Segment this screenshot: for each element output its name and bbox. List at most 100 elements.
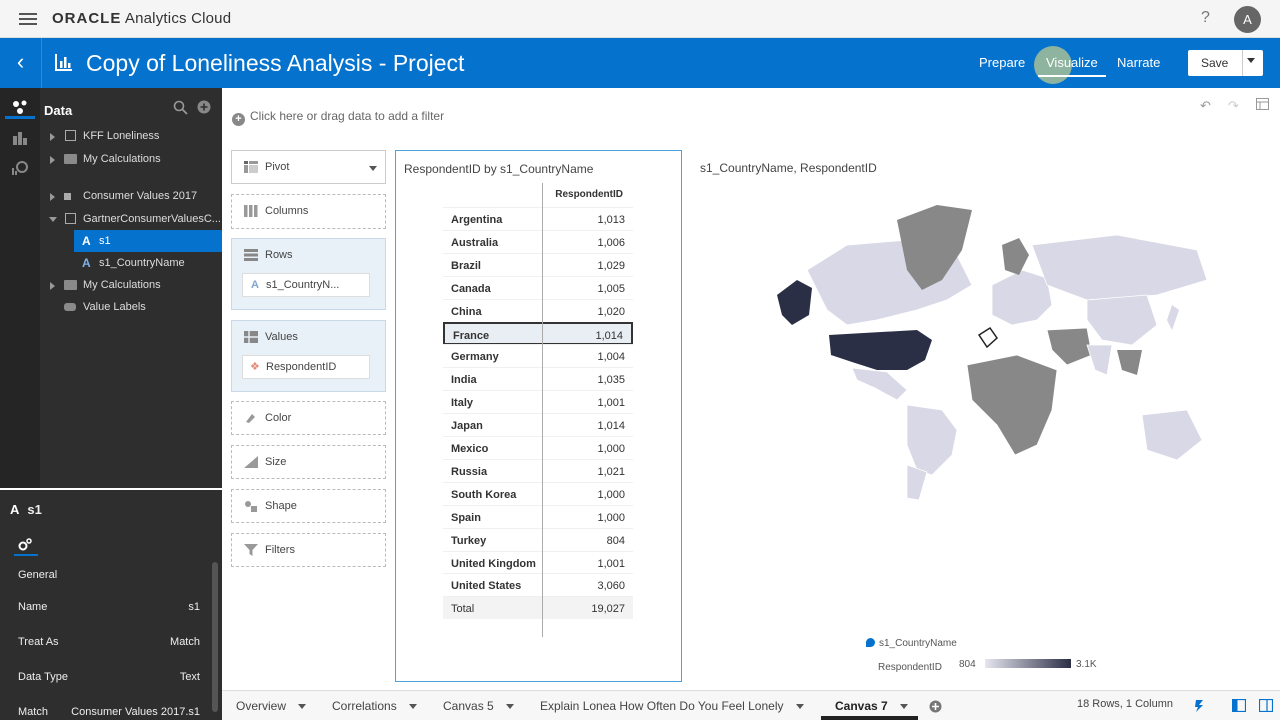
property-data-type[interactable]: Data Type Text — [18, 671, 200, 683]
tree-item-gartner-dataset[interactable]: GartnerConsumerValuesC... — [40, 208, 222, 230]
canvas-settings-icon[interactable] — [1256, 98, 1269, 110]
add-data-icon[interactable] — [197, 100, 211, 114]
pivot-country: Brazil — [451, 259, 481, 272]
redo-icon[interactable]: ↷ — [1228, 98, 1239, 113]
expand-arrow-icon[interactable] — [50, 282, 55, 290]
data-panel-icon[interactable] — [11, 99, 29, 115]
country-china — [1086, 294, 1158, 346]
tab-canvas-7[interactable]: Canvas 7 — [835, 699, 908, 713]
pivot-value: 1,006 — [597, 236, 625, 249]
size-dropzone[interactable]: Size — [231, 445, 386, 479]
pivot-row[interactable]: South Korea 1,000 — [443, 481, 633, 505]
pivot-country: China — [451, 305, 482, 318]
active-mode-indicator — [1038, 75, 1106, 77]
save-dropdown-icon[interactable] — [1247, 58, 1255, 63]
map-visualization[interactable]: s1_CountryName, RespondentID — [697, 150, 1272, 682]
map-title: s1_CountryName, RespondentID — [700, 161, 877, 175]
analytics-icon[interactable] — [11, 160, 29, 176]
viz-type-selector[interactable]: Pivot — [231, 150, 386, 184]
pivot-row[interactable]: Japan 1,014 — [443, 413, 633, 436]
shape-dropzone[interactable]: Shape — [231, 489, 386, 523]
pivot-row[interactable]: Italy 1,001 — [443, 390, 633, 413]
pivot-row[interactable]: Canada 1,005 — [443, 275, 633, 299]
pivot-row[interactable]: Russia 1,021 — [443, 458, 633, 482]
refresh-data-icon[interactable] — [1193, 699, 1206, 713]
data-panel: Data KFF Loneliness My Calculations Cons… — [40, 88, 222, 488]
tree-item-consumer-values[interactable]: Consumer Values 2017 — [40, 185, 222, 207]
layout-right-icon[interactable] — [1259, 699, 1273, 712]
country-argentina — [906, 464, 928, 500]
tab-explain-lonea[interactable]: Explain Lonea How Often Do You Feel Lone… — [540, 699, 804, 713]
search-icon[interactable] — [173, 100, 188, 115]
country-australia — [1141, 409, 1203, 461]
help-icon[interactable]: ? — [1201, 9, 1210, 26]
values-chip[interactable]: ❖ RespondentID — [242, 355, 370, 379]
pivot-row[interactable]: Germany 1,004 — [443, 344, 633, 367]
left-rail — [0, 88, 40, 488]
pivot-visualization[interactable]: RespondentID by s1_CountryName Responden… — [395, 150, 682, 682]
columns-dropzone[interactable]: Columns — [231, 194, 386, 229]
pivot-row[interactable]: Mexico 1,000 — [443, 436, 633, 459]
pivot-header-row: RespondentID — [443, 183, 633, 207]
pivot-row[interactable]: Argentina 1,013 — [443, 207, 633, 230]
pivot-country: Germany — [451, 351, 499, 364]
property-treat-as[interactable]: Treat As Match — [18, 636, 200, 648]
pivot-column-header: RespondentID — [555, 189, 623, 200]
add-filter[interactable]: + Click here or drag data to add a filter — [232, 109, 444, 126]
collapse-arrow-icon[interactable] — [49, 217, 57, 222]
country-alaska — [777, 280, 812, 325]
user-avatar[interactable]: A — [1234, 6, 1261, 33]
pivot-row[interactable]: Brazil 1,029 — [443, 252, 633, 276]
tree-item-my-calculations-2[interactable]: My Calculations — [40, 274, 222, 296]
pivot-row[interactable]: India 1,035 — [443, 367, 633, 390]
properties-scrollbar[interactable] — [212, 562, 218, 712]
mode-visualize[interactable]: Visualize — [1046, 55, 1098, 70]
value-labels-icon — [64, 303, 76, 311]
filters-dropzone[interactable]: Filters — [231, 533, 386, 567]
pivot-row[interactable]: Australia 1,006 — [443, 229, 633, 253]
mode-prepare[interactable]: Prepare — [979, 55, 1026, 70]
tree-item-my-calculations[interactable]: My Calculations — [40, 148, 222, 170]
pivot-value: 1,014 — [595, 329, 623, 342]
back-arrow-icon[interactable]: ‹ — [0, 38, 42, 88]
row-count: 18 Rows, 1 Column — [1077, 698, 1173, 710]
undo-icon[interactable]: ↶ — [1200, 98, 1211, 113]
pivot-row[interactable]: China 1,020 — [443, 298, 633, 322]
add-canvas-icon[interactable] — [929, 700, 942, 713]
pivot-row[interactable]: Spain 1,000 — [443, 504, 633, 528]
tab-correlations[interactable]: Correlations — [332, 699, 417, 713]
pivot-row[interactable]: United Kingdom 1,001 — [443, 550, 633, 574]
property-match[interactable]: Match Consumer Values 2017.s1 — [18, 706, 200, 718]
tree-item-value-labels[interactable]: Value Labels — [40, 296, 222, 318]
legend-max: 3.1K — [1076, 659, 1097, 670]
tab-canvas-5[interactable]: Canvas 5 — [443, 699, 514, 713]
tab-menu-icon — [899, 704, 908, 709]
tree-item-s1[interactable]: A s1 — [74, 230, 222, 252]
color-dropzone[interactable]: Color — [231, 401, 386, 435]
tab-overview[interactable]: Overview — [236, 699, 307, 713]
expand-arrow-icon[interactable] — [50, 133, 55, 141]
expand-arrow-icon[interactable] — [50, 156, 55, 164]
tree-item-s1-countryname[interactable]: A s1_CountryName — [40, 252, 222, 274]
pivot-row[interactable]: Turkey 804 — [443, 527, 633, 551]
expand-arrow-icon[interactable] — [50, 193, 55, 201]
project-chart-icon — [55, 54, 72, 71]
legend-measure-label: RespondentID — [878, 662, 942, 673]
pivot-row-selected[interactable]: France 1,014 — [443, 321, 633, 345]
properties-section-general[interactable]: General — [18, 569, 58, 581]
save-button[interactable]: Save — [1188, 50, 1263, 76]
attribute-icon: A — [82, 256, 91, 270]
property-name[interactable]: Name s1 — [18, 601, 200, 613]
filter-bar[interactable]: + Click here or drag data to add a filter… — [222, 88, 1280, 140]
visualizations-icon[interactable] — [12, 130, 28, 146]
mode-narrate[interactable]: Narrate — [1117, 55, 1161, 70]
properties-gear-icon[interactable] — [17, 537, 32, 552]
pivot-row[interactable]: United States 3,060 — [443, 573, 633, 596]
tree-item-kff-loneliness[interactable]: KFF Loneliness — [40, 125, 222, 147]
world-map[interactable] — [757, 200, 1217, 500]
hamburger-menu-icon[interactable] — [19, 13, 37, 25]
values-dropzone[interactable]: Values ❖ RespondentID — [231, 320, 386, 392]
layout-left-icon[interactable] — [1232, 699, 1246, 712]
